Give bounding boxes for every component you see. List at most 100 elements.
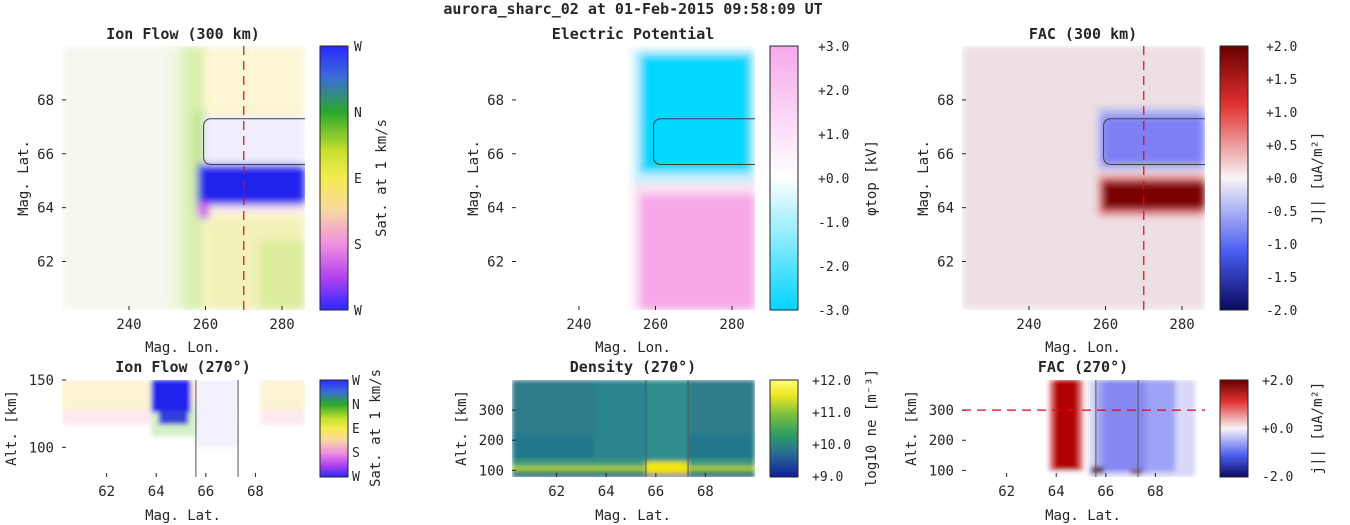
colorbar-tick: +0.5 <box>1266 139 1297 154</box>
x-tick-label: 260 <box>643 317 668 333</box>
heatmap-cell <box>195 380 239 448</box>
figure-title: aurora_sharc_02 at 01-Feb-2015 09:58:09 … <box>443 0 822 18</box>
heatmap-cell <box>1103 380 1146 472</box>
colorbar <box>1219 45 1249 311</box>
colorbar-tick: W <box>352 374 360 389</box>
panel-density-270: Density (270°) 62 64 66 68 100 200 300 Mag. La… <box>454 358 880 524</box>
x-tick-label: 240 <box>566 317 591 333</box>
y-tick-label: 62 <box>37 255 54 271</box>
colorbar <box>769 379 799 478</box>
colorbar-tick: +1.5 <box>1266 73 1297 88</box>
colorbar <box>1219 379 1249 478</box>
x-tick-label: 280 <box>269 317 294 333</box>
heatmap-cell <box>259 239 305 310</box>
colorbar-ticks: +2.0 +1.5 +1.0 +0.5 +0.0 -0.5 -1.0 -1.5 … <box>1266 40 1297 319</box>
x-tick-label: 68 <box>1147 484 1164 500</box>
y-axis-label: Mag. Lat. <box>916 140 932 216</box>
x-axis-label: Mag. Lon. <box>595 340 671 356</box>
colorbar-tick: S <box>354 238 362 253</box>
heatmap-field <box>62 380 305 477</box>
colorbar-tick: -2.0 <box>1266 304 1297 319</box>
colorbar-tick: N <box>352 398 360 413</box>
colorbar-tick: W <box>354 40 362 55</box>
panel-fac-270: FAC (270°) 62 64 66 68 100 200 300 Mag. Lat. A… <box>904 358 1326 524</box>
panel-ion-flow-270: Ion Flow (270°) 62 64 66 68 100 150 Mag. Lat.… <box>4 358 384 524</box>
colorbar-tick: -3.0 <box>818 304 849 319</box>
colorbar-tick: +12.0 <box>812 374 851 389</box>
colorbar <box>319 379 349 478</box>
arc-boundary-curve <box>653 118 755 166</box>
heatmap-cell <box>645 461 689 472</box>
heatmap-cell <box>640 194 755 310</box>
heatmap-area: 240 260 280 62 64 66 68 <box>937 46 1205 333</box>
y-tick-label: 64 <box>937 201 954 217</box>
colorbar-tick: +0.0 <box>818 172 849 187</box>
heatmap-field <box>512 46 755 310</box>
colorbar-ticks: W N E S W <box>352 374 360 485</box>
x-tick-label: 240 <box>116 317 141 333</box>
heatmap-cell <box>512 473 755 477</box>
panel-title: Density (270°) <box>570 358 696 376</box>
colorbar-label: j|| [uA/m²] <box>1310 382 1326 475</box>
colorbar-tick: +1.0 <box>818 128 849 143</box>
panel-ion-flow-300: Ion Flow (300 km) 240 260 280 62 64 66 68 Mag.… <box>16 25 390 356</box>
heatmap-cell <box>203 116 305 165</box>
colorbar-ticks: W N E S W <box>354 40 362 319</box>
colorbar-ticks: +12.0 +11.0 +10.0 +9.0 <box>812 374 851 485</box>
arc-boundary-curve <box>203 118 305 166</box>
heatmap-cell <box>593 380 646 465</box>
heatmap-cell <box>640 54 752 173</box>
colorbar-tick: +0.0 <box>1266 172 1297 187</box>
y-tick-label: 62 <box>487 255 504 271</box>
y-axis-label: Alt. [km] <box>454 390 470 466</box>
colorbar-tick: -2.0 <box>1262 470 1293 485</box>
panel-electric-potential: Electric Potential 240 260 280 62 64 66 68 Mag… <box>466 25 880 356</box>
colorbar-tick: W <box>352 470 360 485</box>
colorbar-ticks: +2.0 +0.0 -2.0 <box>1262 374 1293 485</box>
heatmap-cell <box>1101 116 1205 165</box>
colorbar-tick: -1.0 <box>818 216 849 231</box>
x-tick-label: 64 <box>1048 484 1065 500</box>
colorbar-tick: -2.0 <box>818 260 849 275</box>
x-axis-label: Mag. Lat. <box>1045 508 1121 524</box>
panel-title: FAC (270°) <box>1038 358 1128 376</box>
colorbar-tick: -1.0 <box>1266 238 1297 253</box>
x-tick-label: 64 <box>598 484 615 500</box>
panel-title: Electric Potential <box>552 25 715 43</box>
heatmap-cell <box>1101 180 1205 211</box>
heatmap-cell <box>512 459 755 467</box>
x-tick-label: 260 <box>1093 317 1118 333</box>
heatmap-cell <box>512 466 755 471</box>
x-axis-label: Mag. Lon. <box>1045 340 1121 356</box>
heatmap-area: 62 64 66 68 100 200 300 <box>479 380 755 500</box>
colorbar-tick: -0.5 <box>1266 205 1297 220</box>
y-tick-label: 150 <box>29 373 54 389</box>
y-tick-label: 68 <box>487 93 504 109</box>
y-tick-label: 66 <box>937 147 954 163</box>
colorbar-tick: +10.0 <box>812 438 851 453</box>
colorbar-tick: E <box>352 422 360 437</box>
y-axis-label: Alt. [km] <box>4 390 20 466</box>
y-tick-label: 64 <box>37 201 54 217</box>
y-tick-label: 100 <box>929 463 954 479</box>
x-tick-label: 66 <box>647 484 664 500</box>
y-tick-label: 100 <box>29 440 54 456</box>
panel-title: Ion Flow (300 km) <box>106 25 260 43</box>
heatmap-field <box>62 46 305 310</box>
x-tick-label: 260 <box>193 317 218 333</box>
x-tick-label: 66 <box>1097 484 1114 500</box>
y-tick-label: 300 <box>929 403 954 419</box>
colorbar-tick: +2.0 <box>1262 374 1293 389</box>
colorbar-label: log10 ne [m⁻³] <box>864 369 880 487</box>
heatmap-cell <box>197 202 210 219</box>
colorbar-tick: +2.0 <box>818 84 849 99</box>
colorbar-tick: E <box>354 172 362 187</box>
x-tick-label: 64 <box>148 484 165 500</box>
x-tick-label: 280 <box>1169 317 1194 333</box>
heatmap-area: 240 260 280 62 64 66 68 <box>487 46 755 333</box>
colorbar-label: Sat. at 1 km/s <box>374 119 390 237</box>
heatmap-field <box>962 46 1205 310</box>
panel-title: Ion Flow (270°) <box>115 358 250 376</box>
colorbar-tick: +2.0 <box>1266 40 1297 55</box>
